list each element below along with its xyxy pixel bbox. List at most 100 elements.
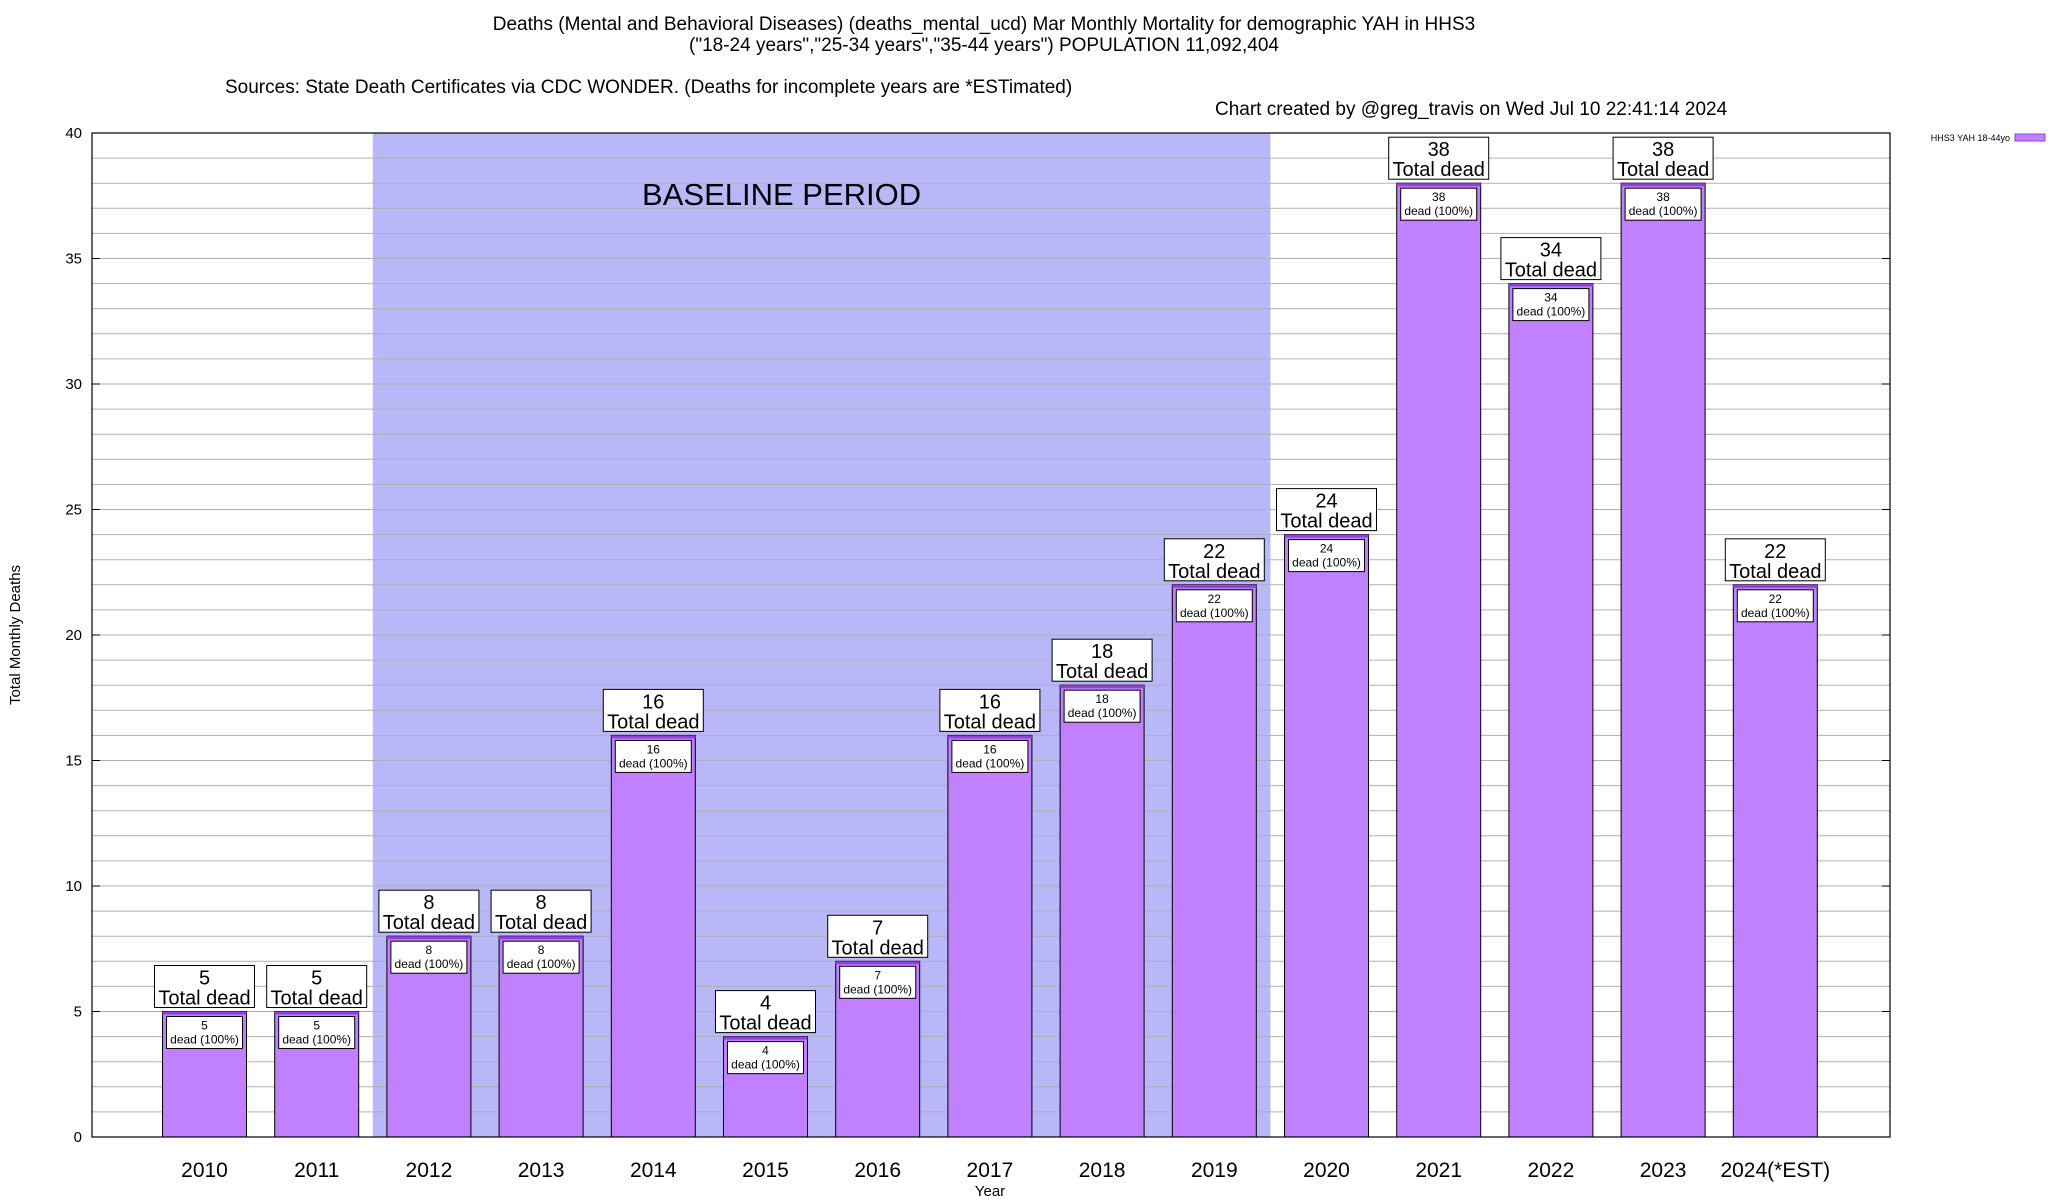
bar-inner-label-box <box>951 739 1029 773</box>
bar-inner-label-box <box>839 965 917 999</box>
bar-top-value: 22 <box>1764 541 1786 563</box>
bar-inner-value: 38 <box>1432 190 1446 204</box>
bar-cap <box>835 961 920 965</box>
bar-top-label: Total dead <box>271 988 363 1010</box>
bar-top-label: Total dead <box>1729 561 1821 583</box>
bar-inner-label: dead (100%) <box>1629 204 1698 218</box>
bar-top-label-box <box>1388 136 1490 180</box>
bar-top-label-box <box>154 965 255 1008</box>
bar-inner-value: 16 <box>647 742 661 756</box>
bar-inner-label: dead (100%) <box>843 982 912 996</box>
y-tick-label: 40 <box>65 125 82 142</box>
y-tick-label: 30 <box>65 376 82 393</box>
bar-inner-label-box <box>166 1016 243 1049</box>
bar-inner-label-box <box>1175 589 1253 623</box>
bar-inner-label: dead (100%) <box>1068 706 1137 720</box>
bar-top-label-box <box>939 688 1041 732</box>
x-tick-label: 2014 <box>630 1159 677 1182</box>
x-tick-label: 2011 <box>294 1159 339 1182</box>
bar <box>1396 182 1482 1138</box>
bar <box>1620 182 1706 1138</box>
bar-inner-label-box <box>390 940 468 974</box>
bar-top-label: Total dead <box>1617 159 1709 181</box>
y-tick-label: 15 <box>65 753 82 770</box>
bar-top-value: 22 <box>1203 541 1225 563</box>
bar-top-label-box <box>266 965 368 1008</box>
bar-top-label: Total dead <box>495 912 587 934</box>
chart-credit: Chart created by @greg_travis on Wed Jul… <box>1215 99 1728 120</box>
bar-cap <box>1396 183 1481 187</box>
x-tick-label: 2023 <box>1640 1159 1687 1182</box>
bar-top-label-box <box>378 889 480 933</box>
bar-top-label: Total dead <box>832 937 924 959</box>
x-tick-label: 2019 <box>1191 1159 1238 1182</box>
bar-inner-value: 8 <box>538 943 545 957</box>
bar-top-value: 5 <box>199 968 210 990</box>
bar-top-value: 7 <box>872 917 883 939</box>
bar <box>1508 283 1594 1138</box>
chart-title: Deaths (Mental and Behavioral Diseases) … <box>492 14 1476 35</box>
bar <box>610 734 696 1138</box>
bar-inner-label: dead (100%) <box>1180 606 1249 620</box>
bar-top-label: Total dead <box>1280 511 1372 533</box>
bar-top-label: Total dead <box>719 1013 811 1035</box>
bar-inner-label-box <box>727 1041 804 1075</box>
bar <box>1059 684 1145 1138</box>
chart-sources: Sources: State Death Certificates via CD… <box>225 77 1073 98</box>
x-tick-label: 2012 <box>406 1159 453 1182</box>
bar-top-label-box <box>602 688 704 732</box>
bar-cap <box>723 1036 808 1040</box>
bar-top-value: 18 <box>1091 641 1113 663</box>
bar-top-label: Total dead <box>1168 561 1260 583</box>
bar-inner-label: dead (100%) <box>1292 556 1361 570</box>
bar-inner-label-box <box>1288 539 1365 573</box>
bar-top-label: Total dead <box>944 711 1036 733</box>
bar-inner-label-box <box>502 940 580 974</box>
y-tick-label: 20 <box>65 627 82 644</box>
y-tick-label: 10 <box>65 878 82 895</box>
bar-inner-label: dead (100%) <box>170 1033 239 1047</box>
bar-inner-label: dead (100%) <box>395 957 464 971</box>
bar-top-label-box <box>1051 638 1153 682</box>
bar-top-label-box <box>1500 237 1602 281</box>
bar-cap <box>947 735 1032 739</box>
bar-inner-label-box <box>1512 288 1590 322</box>
bar-top-value: 16 <box>642 691 664 713</box>
x-tick-label: 2022 <box>1528 1159 1575 1182</box>
bar-top-label-box <box>827 914 929 958</box>
bar-inner-value: 24 <box>1320 542 1334 556</box>
legend-swatch <box>2014 133 2046 142</box>
bar-cap <box>1508 283 1593 287</box>
x-tick-label: 2016 <box>854 1159 901 1182</box>
bar-cap <box>386 936 471 940</box>
x-tick-label: 2018 <box>1079 1159 1126 1182</box>
y-axis-label: Total Monthly Deaths <box>7 565 24 705</box>
bar-inner-label-box <box>1624 187 1702 221</box>
bar <box>1284 534 1369 1138</box>
x-tick-label: 2021 <box>1415 1159 1462 1182</box>
bar-top-value: 24 <box>1315 491 1337 513</box>
x-tick-label: 2024(*EST) <box>1720 1159 1830 1182</box>
bar-inner-label-box <box>614 739 692 773</box>
bar-inner-value: 8 <box>426 943 433 957</box>
bar-top-label-box <box>1612 136 1714 180</box>
bar-inner-value: 34 <box>1544 291 1558 305</box>
x-tick-label: 2010 <box>181 1159 228 1182</box>
bar-cap <box>1060 685 1145 689</box>
bar-top-value: 16 <box>979 691 1001 713</box>
chart-subtitle: ("18-24 years","25-34 years","35-44 year… <box>689 35 1279 56</box>
bar-top-label: Total dead <box>607 711 699 733</box>
bar-inner-value: 7 <box>874 968 881 982</box>
bar-top-value: 4 <box>760 993 771 1015</box>
bar-top-label: Total dead <box>1056 661 1148 683</box>
bar-inner-label: dead (100%) <box>1517 305 1586 319</box>
bar-top-value: 38 <box>1652 139 1674 161</box>
legend-entry-label: HHS3 YAH 18-44yo <box>1931 133 2010 143</box>
bar-top-label-box <box>1163 538 1265 582</box>
bar-inner-label: dead (100%) <box>507 957 576 971</box>
bar-inner-value: 5 <box>201 1019 208 1033</box>
bar-inner-label: dead (100%) <box>619 756 688 770</box>
x-tick-label: 2017 <box>967 1159 1014 1182</box>
bar-inner-value: 38 <box>1656 190 1670 204</box>
bar-cap <box>1621 183 1706 187</box>
